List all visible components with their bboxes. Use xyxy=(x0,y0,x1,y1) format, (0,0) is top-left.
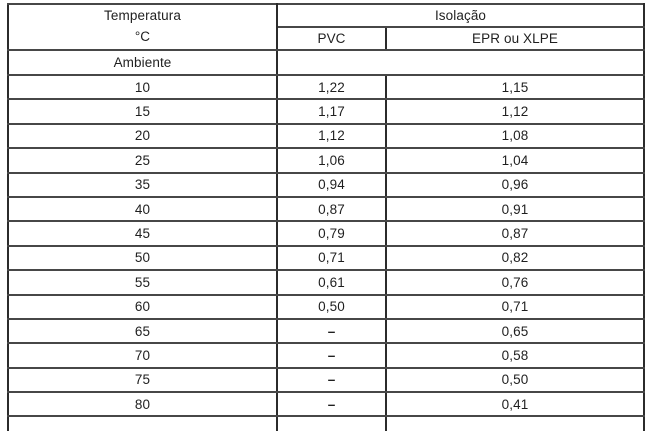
pvc-column-header: PVC xyxy=(276,26,387,51)
epr-value-cell: 0,71 xyxy=(385,293,645,320)
pvc-value-cell: 0,79 xyxy=(276,220,387,247)
pvc-value-cell: 0,94 xyxy=(276,171,387,198)
pvc-value-cell: 0,50 xyxy=(276,293,387,320)
pvc-value-cell: 1,12 xyxy=(276,122,387,150)
table-row: 50 0,71 0,82 xyxy=(7,244,645,272)
table-row: 35 0,94 0,96 xyxy=(7,171,645,198)
temperature-cell: 35 xyxy=(7,171,278,198)
table-header-row-columns: PVC EPR ou XLPE xyxy=(8,26,645,51)
epr-value-cell: 1,04 xyxy=(385,147,645,174)
stub-epr-cell xyxy=(385,415,645,431)
table-row: 80 – 0,41 xyxy=(7,391,645,418)
temperature-cell: 25 xyxy=(7,147,278,174)
pvc-value-cell: 0,71 xyxy=(276,244,387,272)
epr-value-cell: 0,82 xyxy=(385,244,645,272)
table-row: 45 0,79 0,87 xyxy=(7,220,645,247)
pvc-value-cell: 1,22 xyxy=(276,73,387,101)
epr-value-cell: 0,96 xyxy=(385,171,645,198)
temperature-cell: 45 xyxy=(7,220,278,247)
table-row: 25 1,06 1,04 xyxy=(7,147,645,174)
table-row: 10 1,22 1,15 xyxy=(7,73,645,101)
pvc-value-cell: – xyxy=(276,391,387,418)
epr-value-cell: 1,08 xyxy=(385,122,645,150)
epr-column-header: EPR ou XLPE xyxy=(385,26,645,51)
pvc-value-cell: 1,06 xyxy=(276,147,387,174)
epr-value-cell: 0,87 xyxy=(385,220,645,247)
table-row: 70 – 0,58 xyxy=(7,342,645,369)
epr-value-cell: 0,58 xyxy=(385,342,645,369)
epr-value-cell: 1,15 xyxy=(385,73,645,101)
temperature-column-header: Temperatura °C xyxy=(7,3,278,51)
temperature-cell: 70 xyxy=(7,342,278,369)
temperature-cell: 40 xyxy=(7,195,278,223)
table-row: 15 1,17 1,12 xyxy=(7,98,645,125)
table-row: 55 0,61 0,76 xyxy=(7,269,645,296)
epr-value-cell: 0,41 xyxy=(385,391,645,418)
table-row: 20 1,12 1,08 xyxy=(7,122,645,150)
temperature-cell: 75 xyxy=(7,366,278,394)
stub-pvc-cell xyxy=(276,415,387,431)
epr-value-cell: 1,12 xyxy=(385,98,645,125)
pvc-value-cell: – xyxy=(276,317,387,345)
table-row: 60 0,50 0,71 xyxy=(7,293,645,320)
ambient-label-cell: Ambiente xyxy=(7,49,278,76)
epr-value-cell: 0,91 xyxy=(385,195,645,223)
pvc-value-cell: 1,17 xyxy=(276,98,387,125)
temperature-cell: 10 xyxy=(7,73,278,101)
correction-factor-table-container: Temperatura °C Isolação PVC EPR ou XLPE … xyxy=(7,3,645,431)
insulation-group-header: Isolação xyxy=(276,3,645,28)
temperature-cell: 15 xyxy=(7,98,278,125)
ambient-empty-cell xyxy=(276,49,645,76)
temperature-cell: 50 xyxy=(7,244,278,272)
pvc-value-cell: – xyxy=(276,366,387,394)
epr-value-cell: 0,65 xyxy=(385,317,645,345)
temperature-correction-table: Temperatura °C Isolação PVC EPR ou XLPE … xyxy=(7,3,645,431)
temperature-cell: 65 xyxy=(7,317,278,345)
pvc-value-cell: 0,87 xyxy=(276,195,387,223)
temperature-cell: 55 xyxy=(7,269,278,296)
clipped-bottom-row xyxy=(7,415,645,431)
table-row: 40 0,87 0,91 xyxy=(7,195,645,223)
ambient-section-row: Ambiente xyxy=(7,49,645,76)
table-header-row-group: Temperatura °C Isolação xyxy=(7,3,645,51)
pvc-value-cell: 0,61 xyxy=(276,269,387,296)
temperature-cell: 60 xyxy=(7,293,278,320)
pvc-value-cell: – xyxy=(276,342,387,369)
temperature-cell: 80 xyxy=(7,391,278,418)
temperature-title: Temperatura xyxy=(104,8,181,24)
temperature-unit: °C xyxy=(134,29,151,44)
table-row: 75 – 0,50 xyxy=(7,366,645,394)
epr-value-cell: 0,76 xyxy=(385,269,645,296)
data-rows-body: Ambiente 10 1,22 1,15 15 1,17 1,12 20 1,… xyxy=(7,49,645,431)
table-row: 65 – 0,65 xyxy=(7,317,645,345)
epr-value-cell: 0,50 xyxy=(385,366,645,394)
stub-temp-cell xyxy=(7,415,278,431)
temperature-cell: 20 xyxy=(7,122,278,150)
